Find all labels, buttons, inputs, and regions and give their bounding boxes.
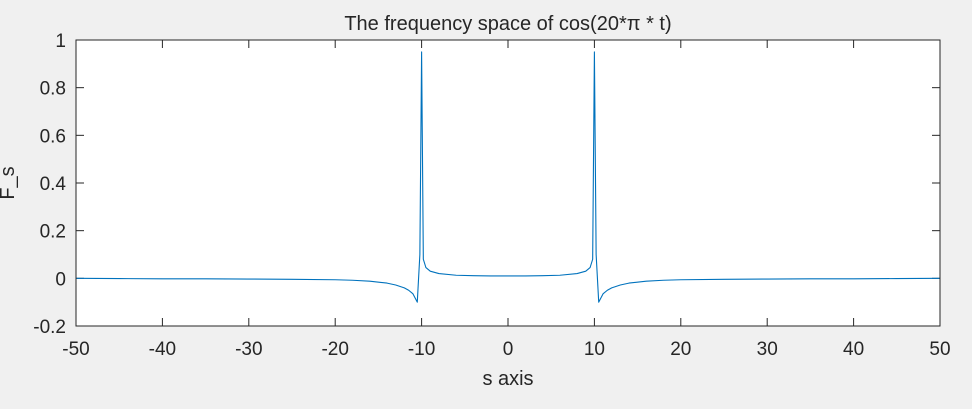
y-tick-label: 1: [55, 31, 66, 52]
x-tick-label: -50: [62, 339, 89, 360]
y-tick-label: 0.4: [40, 174, 67, 195]
y-tick-label: 0.8: [40, 79, 66, 100]
y-tick-label: 0: [55, 269, 66, 290]
x-axis-label: s axis: [482, 368, 533, 390]
x-tick-label: 40: [843, 339, 864, 360]
x-tick-label: 10: [584, 339, 605, 360]
y-tick-label: -0.2: [33, 317, 66, 338]
x-tick-label: -10: [408, 339, 435, 360]
y-axis-label: F_s: [0, 166, 19, 199]
plot-frame: [75, 39, 941, 327]
x-tick-label: 20: [670, 339, 691, 360]
y-tick-label: 0.2: [40, 222, 66, 243]
chart-title: The frequency space of cos(20*π * t): [344, 13, 671, 35]
series-line: [75, 51, 941, 303]
x-tick-label: 0: [503, 339, 514, 360]
x-tick-label: 50: [929, 339, 950, 360]
x-tick-label: -40: [149, 339, 176, 360]
x-tick-label: -20: [321, 339, 348, 360]
plot-area: [76, 40, 940, 326]
y-tick-label: 0.6: [40, 126, 66, 147]
x-tick-label: 30: [757, 339, 778, 360]
x-tick-label: -30: [235, 339, 262, 360]
